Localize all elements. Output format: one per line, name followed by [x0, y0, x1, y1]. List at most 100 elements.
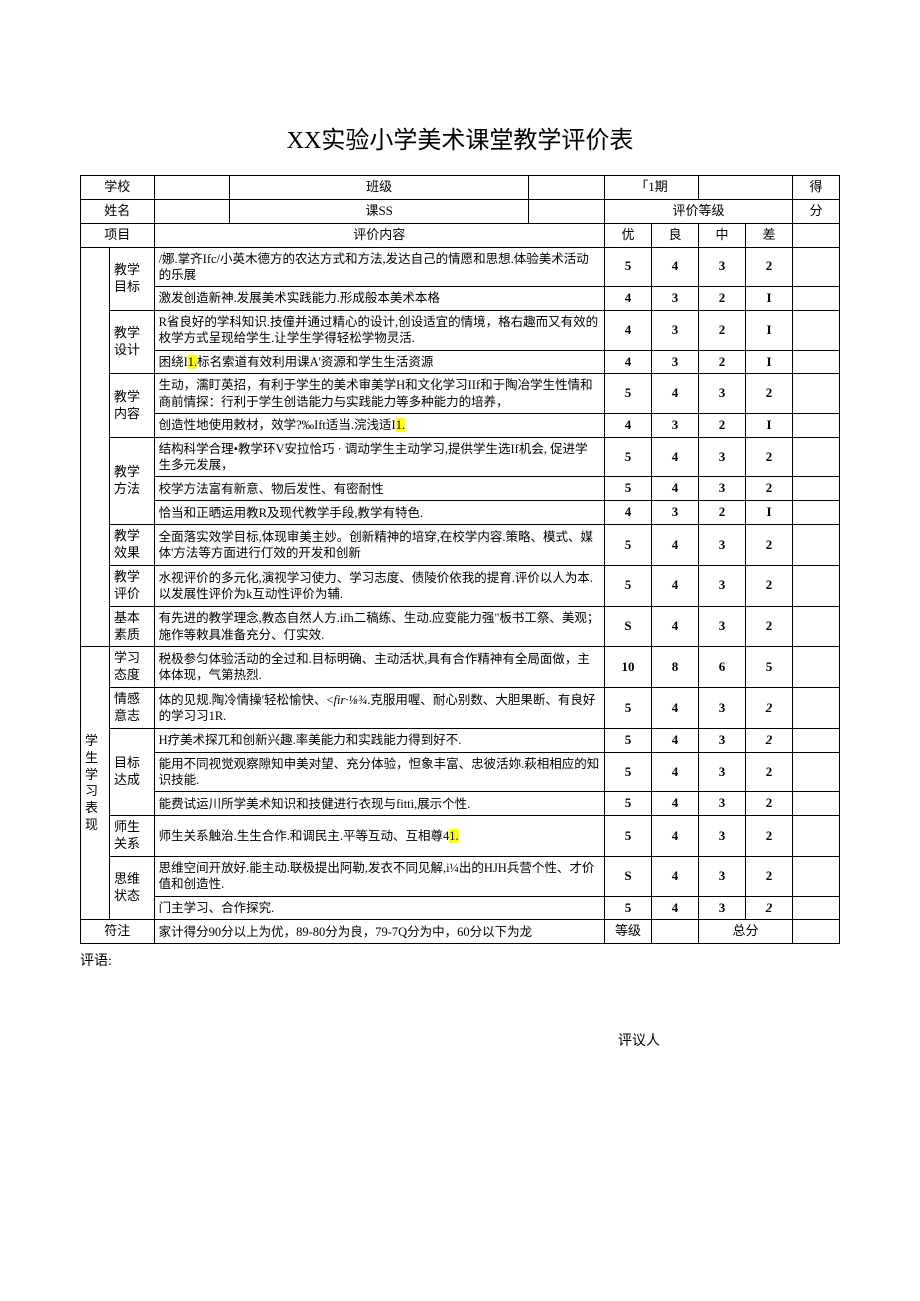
score-cell: 2 — [699, 311, 746, 351]
content-cell: 门主学习、合作探究. — [154, 896, 604, 920]
table-row: 目标达成H疗美术探兀和创新兴趣.率美能力和实践能力得到好不.5432 — [81, 729, 840, 753]
score-cell: 3 — [699, 896, 746, 920]
score-cell: 2 — [746, 565, 793, 606]
score-cell: 3 — [699, 816, 746, 857]
score-cell: 3 — [652, 501, 699, 525]
score-cell: 5 — [605, 437, 652, 477]
score-cell: I — [746, 287, 793, 311]
content-cell: 全面落实效学目标,体现审美主妙。创新精神的培穿,在校学内容.策略、模式、媒体'方… — [154, 525, 604, 566]
category-cell: 学习态度 — [110, 647, 155, 688]
score-cell: 2 — [746, 525, 793, 566]
content-cell: 能费试运川所学美术知识和技健进行衣现与fitti,展示个性. — [154, 792, 604, 816]
score-cell: 4 — [652, 752, 699, 792]
col-score-blank — [793, 223, 840, 247]
score-cell: 3 — [652, 287, 699, 311]
footer-label: 符注 — [81, 920, 155, 944]
score-cell: 3 — [699, 752, 746, 792]
score-cell: 2 — [746, 752, 793, 792]
table-row: 教学设计R省良好的学科知识.技僮并通过精心的设计,创设适宜的情境，格右趣而又有效… — [81, 311, 840, 351]
score-cell: 5 — [605, 896, 652, 920]
score-blank — [793, 287, 840, 311]
score-cell: 3 — [652, 413, 699, 437]
score-cell: 3 — [699, 477, 746, 501]
score-blank — [793, 413, 840, 437]
score-blank — [793, 477, 840, 501]
score-blank — [793, 857, 840, 897]
score-cell: 2 — [746, 374, 793, 414]
score-cell: 3 — [652, 350, 699, 374]
score-cell: 4 — [605, 287, 652, 311]
content-cell: 税极参匀体验活动的全过和.目标明确、主动活状,具有合作精神有全局面做，主体体现，… — [154, 647, 604, 688]
teacher-section-cell — [81, 247, 110, 647]
table-row: 教学效果全面落实效学目标,体现审美主妙。创新精神的培穿,在校学内容.策略、模式、… — [81, 525, 840, 566]
score-cell: 6 — [699, 647, 746, 688]
footer-grade-value — [652, 920, 699, 944]
score-cell: 8 — [652, 647, 699, 688]
score-cell: 5 — [605, 477, 652, 501]
table-row: 创造性地使用敕材，效学?‰Ift适当.浣浅适I1.432I — [81, 413, 840, 437]
category-cell: 情感意志 — [110, 688, 155, 729]
score-cell: 4 — [605, 501, 652, 525]
col-bad: 差 — [746, 223, 793, 247]
content-cell: 水视评价的多元化,演视学习使力、学习志度、债陵价依我的提育.评价以人为本.以发展… — [154, 565, 604, 606]
score-blank — [793, 606, 840, 647]
category-cell: 教学目标 — [110, 247, 155, 310]
score-cell: 3 — [699, 437, 746, 477]
school-value — [154, 176, 229, 200]
category-cell: 目标达成 — [110, 729, 155, 816]
score-label-2: 分 — [793, 199, 840, 223]
score-cell: 3 — [699, 792, 746, 816]
score-cell: 2 — [699, 413, 746, 437]
score-blank — [793, 688, 840, 729]
name-value — [154, 199, 229, 223]
score-cell: 2 — [746, 477, 793, 501]
score-blank — [793, 247, 840, 287]
score-cell: 4 — [652, 247, 699, 287]
score-cell: 5 — [605, 247, 652, 287]
score-cell: 2 — [746, 857, 793, 897]
name-label: 姓名 — [81, 199, 155, 223]
category-cell: 师生关系 — [110, 816, 155, 857]
content-cell: 体的见规.陶冷情操'轻松愉快、<fir·⅛¾.克服用喔、耐心别数、大胆果断、有良… — [154, 688, 604, 729]
header-row-3: 项目 评价内容 优 良 中 差 — [81, 223, 840, 247]
content-cell: 创造性地使用敕材，效学?‰Ift适当.浣浅适I1. — [154, 413, 604, 437]
table-row: 学生学习表现学习态度税极参匀体验活动的全过和.目标明确、主动活状,具有合作精神有… — [81, 647, 840, 688]
score-cell: 5 — [746, 647, 793, 688]
score-cell: 4 — [652, 816, 699, 857]
table-row: 教学内容生动，濡盯英招，有利于学生的美术审美学H和文化学习IIf和于陶冶学生性情… — [81, 374, 840, 414]
content-label: 评价内容 — [154, 223, 604, 247]
score-blank — [793, 501, 840, 525]
score-cell: 5 — [605, 374, 652, 414]
table-row: 恰当和正晒运用教R及现代教学手段,教学有特色.432I — [81, 501, 840, 525]
table-row: 能费试运川所学美术知识和技健进行衣现与fitti,展示个性.5432 — [81, 792, 840, 816]
comment-label: 评语: — [80, 950, 840, 970]
score-blank — [793, 647, 840, 688]
content-cell: 师生关系触治.生生合作.和调民主.平等互动、互相尊41. — [154, 816, 604, 857]
table-row: 教学评价水视评价的多元化,演视学习使力、学习志度、债陵价依我的提育.评价以人为本… — [81, 565, 840, 606]
score-cell: 5 — [605, 688, 652, 729]
score-cell: 3 — [699, 606, 746, 647]
score-cell: 2 — [746, 247, 793, 287]
score-cell: 4 — [605, 413, 652, 437]
class-value — [529, 176, 605, 200]
col-good: 良 — [652, 223, 699, 247]
score-cell: I — [746, 501, 793, 525]
score-cell: 2 — [699, 501, 746, 525]
score-cell: 3 — [652, 311, 699, 351]
score-cell: 2 — [746, 437, 793, 477]
score-cell: 4 — [652, 437, 699, 477]
score-cell: 4 — [652, 565, 699, 606]
footer-grade-label: 等级 — [605, 920, 652, 944]
table-row: 情感意志体的见规.陶冷情操'轻松愉快、<fir·⅛¾.克服用喔、耐心别数、大胆果… — [81, 688, 840, 729]
table-row: 思维状态思维空间开放好.能主动.联极提出阿勒,发衣不同见解,i¼出的HJH兵营个… — [81, 857, 840, 897]
score-cell: 5 — [605, 525, 652, 566]
score-cell: 3 — [699, 565, 746, 606]
student-section-cell: 学生学习表现 — [81, 647, 110, 920]
project-label: 项目 — [81, 223, 155, 247]
category-cell: 教学方法 — [110, 437, 155, 524]
score-cell: 4 — [652, 374, 699, 414]
score-cell: 4 — [652, 525, 699, 566]
score-cell: 4 — [652, 729, 699, 753]
category-cell: 教学设计 — [110, 311, 155, 374]
score-blank — [793, 565, 840, 606]
